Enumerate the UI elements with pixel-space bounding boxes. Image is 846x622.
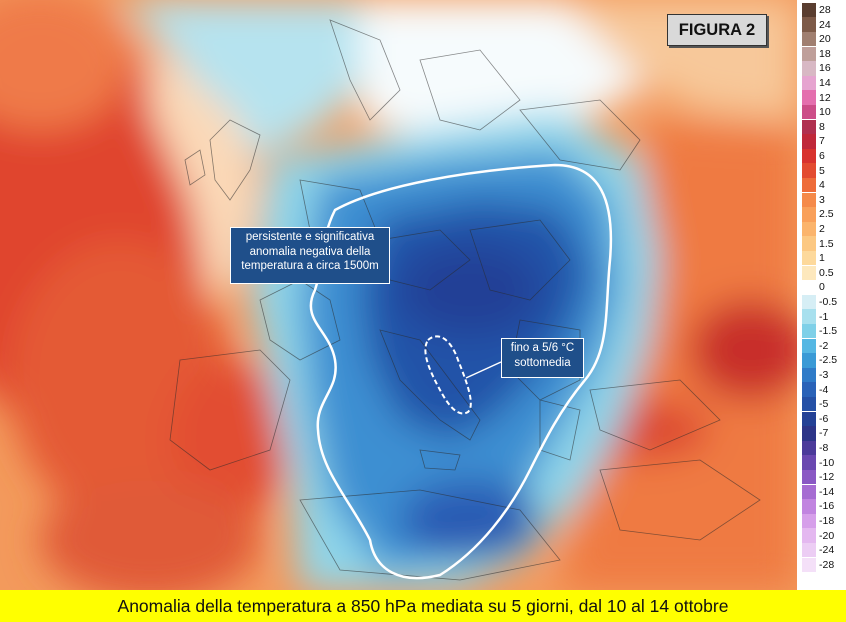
colorbar-swatch [802,294,816,310]
colorbar-swatch [802,207,816,222]
colorbar-label: 16 [819,62,831,75]
colorbar-label: 1.5 [819,237,834,250]
colorbar-label: 6 [819,150,825,162]
colorbar-swatch [802,499,816,514]
colorbar-label: 2 [819,223,825,235]
colorbar-swatch [802,323,816,339]
colorbar-swatch [802,280,816,295]
colorbar-swatch [802,31,816,47]
colorbar-swatch [802,455,816,470]
colorbar-label: -10 [819,456,835,469]
colorbar-swatch [802,46,816,62]
colorbar-swatch [802,119,816,135]
colorbar-label: -7 [819,427,829,440]
caption: Anomalia della temperatura a 850 hPa med… [117,595,729,616]
colorbar-label: -12 [819,471,835,484]
anomaly-note-box: persistente e significativa anomalia neg… [230,227,390,284]
colorbar-label: -16 [819,500,835,513]
colorbar-label: 1 [819,252,825,265]
colorbar-label: -6 [819,412,829,425]
colorbar-label: -1 [819,310,829,323]
max-anomaly-contour [424,335,472,415]
colorbar-swatch [802,484,816,500]
colorbar-swatch [802,104,816,120]
colorbar-label: -28 [819,558,835,571]
colorbar-swatch [802,236,816,251]
annotation-pointer [465,361,502,379]
colorbar-swatch [802,353,816,368]
colorbar-swatch [802,75,816,91]
colorbar-swatch [802,177,816,193]
colorbar-swatch [802,528,816,543]
figure-label: FIGURA 2 [667,14,767,46]
colorbar-swatch [802,411,816,427]
colorbar-swatch [802,338,816,354]
colorbar-swatch [802,382,816,397]
max-note-box: fino a 5/6 °C sottomedia [501,338,584,378]
colorbar-label: 24 [819,18,831,31]
colorbar-label: -3 [819,369,829,381]
colorbar-swatch [802,2,816,18]
colorbar-label: 0.5 [819,266,834,279]
colorbar-label: -4 [819,383,829,396]
colorbar-swatch [802,17,816,32]
colorbar-label: 10 [819,106,831,119]
colorbar-label: -2 [819,339,829,352]
colorbar-label: -24 [819,544,835,557]
colorbar-swatch [802,469,816,485]
colorbar-label: 7 [819,135,825,148]
colorbar-swatch [802,426,816,441]
colorbar-swatch [802,163,816,178]
colorbar-label: -1.5 [819,325,838,338]
colorbar-swatch [802,250,816,266]
colorbar-swatch [802,61,816,76]
colorbar-label: 28 [819,4,831,16]
colorbar-swatch [802,90,816,105]
colorbar-label: 12 [819,91,831,104]
colorbar-label: -18 [819,515,835,527]
colorbar-swatch [802,513,816,529]
colorbar-swatch [802,221,816,237]
max-note-text: fino a 5/6 °C sottomedia [510,342,575,369]
colorbar-swatch [802,396,816,412]
colorbar-label: -2.5 [819,354,838,367]
colorbar-label: 18 [819,47,831,60]
colorbar-swatch [802,148,816,164]
colorbar-swatch [802,367,816,383]
colorbar-swatch [802,134,816,149]
colorbar-legend: 28 24 20 18 16 14 12 10 8 7 6 5 4 3 2.5 2 1.5 1 0.5 0 -0.5 -1… [799,0,846,590]
colorbar-label: -8 [819,442,829,454]
colorbar-swatch [802,265,816,281]
colorbar-label: 0 [819,281,825,294]
colorbar-label: 5 [819,164,825,177]
colorbar-label: 3 [819,193,825,206]
temperature-anomaly-map [0,0,797,590]
caption-bar: Anomalia della temperatura a 850 hPa med… [0,590,846,622]
anomaly-note-text: persistente e significativa anomalia neg… [241,231,379,272]
colorbar-label: 4 [819,179,825,192]
colorbar-label: -20 [819,529,835,542]
colorbar-label: 2.5 [819,208,834,221]
colorbar-swatch [802,557,816,573]
colorbar-label: -5 [819,398,829,411]
colorbar-swatch [802,542,816,558]
colorbar-swatch [802,440,816,456]
colorbar-label: 20 [819,33,831,46]
colorbar-swatch [802,309,816,324]
colorbar-swatch [802,192,816,208]
colorbar-label: -0.5 [819,296,838,308]
colorbar-label: 14 [819,77,831,89]
colorbar-label: 8 [819,120,825,133]
colorbar-label: -14 [819,485,835,498]
cold-area-contour [309,163,613,580]
